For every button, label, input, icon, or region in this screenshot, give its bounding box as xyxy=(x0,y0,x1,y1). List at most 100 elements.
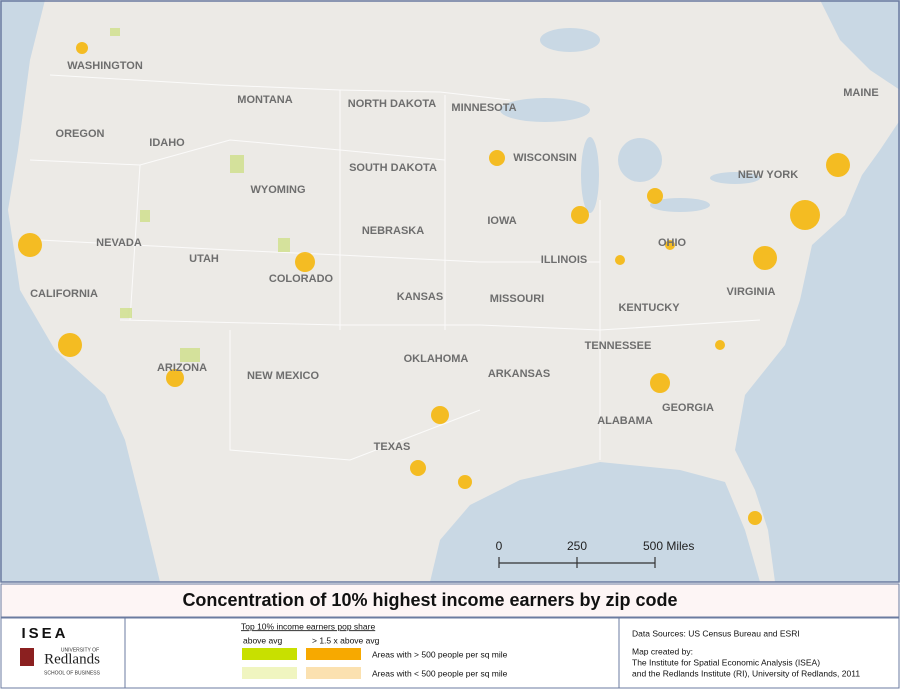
area xyxy=(458,475,472,489)
state-label: COLORADO xyxy=(269,273,334,285)
area xyxy=(166,369,184,387)
area xyxy=(489,150,505,166)
redlands-emblem xyxy=(20,648,34,666)
area xyxy=(140,210,150,222)
state-label: NEW YORK xyxy=(738,169,798,181)
scale-label: 250 xyxy=(567,539,587,553)
pacific-ocean xyxy=(0,0,160,582)
legend-box xyxy=(124,617,620,689)
state-label: IDAHO xyxy=(149,137,185,149)
area xyxy=(76,42,88,54)
legend-swatch xyxy=(306,648,361,660)
area xyxy=(665,240,675,250)
legend-row: Areas with < 500 people per sq mile xyxy=(372,668,508,678)
logo-redlands: Redlands xyxy=(44,651,100,667)
area xyxy=(647,188,663,204)
area xyxy=(58,333,82,357)
state-label: OHIO xyxy=(658,237,687,249)
legend-column: above avg xyxy=(243,635,282,645)
area xyxy=(180,348,200,362)
legend-swatch xyxy=(242,667,297,679)
atlantic-ocean xyxy=(735,120,900,582)
state-label: NEW MEXICO xyxy=(247,370,320,382)
state-label: OREGON xyxy=(56,128,105,140)
map-frame xyxy=(0,0,900,583)
logo-university: UNIVERSITY OF xyxy=(61,647,99,653)
state-label: NEBRASKA xyxy=(362,225,424,237)
state-label: SOUTH DAKOTA xyxy=(349,162,437,174)
state-label: OKLAHOMA xyxy=(404,353,469,365)
land xyxy=(0,0,900,582)
gulf-of-st-lawrence xyxy=(820,0,900,90)
lake-superior xyxy=(500,98,590,122)
state-label: KENTUCKY xyxy=(618,302,680,314)
legend-swatch xyxy=(242,648,297,660)
credits-line: The Institute for Spatial Economic Analy… xyxy=(632,657,820,667)
state-label: WASHINGTON xyxy=(67,60,143,72)
area xyxy=(120,308,132,318)
scale-label: 500 Miles xyxy=(643,539,694,553)
legend-heading: Top 10% income earners pop share xyxy=(241,621,375,631)
state-label: UTAH xyxy=(189,253,219,265)
state-label: MAINE xyxy=(843,87,878,99)
data-sources: Data Sources: US Census Bureau and ESRI xyxy=(632,628,800,638)
state-label: ILLINOIS xyxy=(541,254,587,266)
area xyxy=(230,155,244,173)
state-label: ARKANSAS xyxy=(488,368,550,380)
logo-school: SCHOOL OF BUSINESS xyxy=(44,670,101,676)
state-labels: WASHINGTON MONTANA NORTH DAKOTA MINNESOT… xyxy=(30,60,879,453)
area xyxy=(615,255,625,265)
border xyxy=(229,330,481,461)
area xyxy=(748,511,762,525)
area xyxy=(110,28,120,36)
state-label: TEXAS xyxy=(374,441,411,453)
area xyxy=(826,153,850,177)
area xyxy=(18,233,42,257)
lake-ontario xyxy=(710,172,760,184)
border xyxy=(119,319,761,331)
legend-swatch xyxy=(306,667,361,679)
state-label: NORTH DAKOTA xyxy=(348,98,436,110)
area xyxy=(715,340,725,350)
title-band xyxy=(0,583,900,618)
lake-michigan xyxy=(581,137,599,213)
border xyxy=(29,139,446,166)
state-label: VIRGINIA xyxy=(727,286,776,298)
area xyxy=(753,246,777,270)
state-label: MINNESOTA xyxy=(451,102,516,114)
area xyxy=(571,206,589,224)
legend-column: > 1.5 x above avg xyxy=(312,635,380,645)
lake-erie xyxy=(650,198,710,212)
scale-bar xyxy=(498,557,656,568)
border xyxy=(129,164,141,321)
lake-of-the-woods xyxy=(540,28,600,52)
state-label: ARIZONA xyxy=(157,362,207,374)
isea-logo: ISEA xyxy=(21,625,68,642)
state-label: NEVADA xyxy=(96,237,142,249)
area xyxy=(278,238,290,252)
area xyxy=(410,460,426,476)
lake-huron xyxy=(618,138,662,182)
legend-row: Areas with > 500 people per sq mile xyxy=(372,649,508,659)
gulf-of-mexico xyxy=(430,462,760,582)
area xyxy=(431,406,449,424)
high-income-areas xyxy=(18,28,850,525)
area xyxy=(295,252,315,272)
state-label: WYOMING xyxy=(251,184,306,196)
state-label: MONTANA xyxy=(237,94,292,106)
state-borders xyxy=(29,74,761,461)
credits-box xyxy=(618,617,900,689)
credits-line: and the Redlands Institute (RI), Univers… xyxy=(632,668,860,678)
state-label: ALABAMA xyxy=(597,415,653,427)
state-label: MISSOURI xyxy=(490,293,544,305)
scale-label: 0 xyxy=(496,539,503,553)
state-label: CALIFORNIA xyxy=(30,288,98,300)
state-label: WISCONSIN xyxy=(513,152,577,164)
area xyxy=(650,373,670,393)
state-label: GEORGIA xyxy=(662,402,714,414)
great-lakes xyxy=(500,28,760,213)
area xyxy=(790,200,820,230)
map-title: Concentration of 10% highest income earn… xyxy=(182,590,677,610)
